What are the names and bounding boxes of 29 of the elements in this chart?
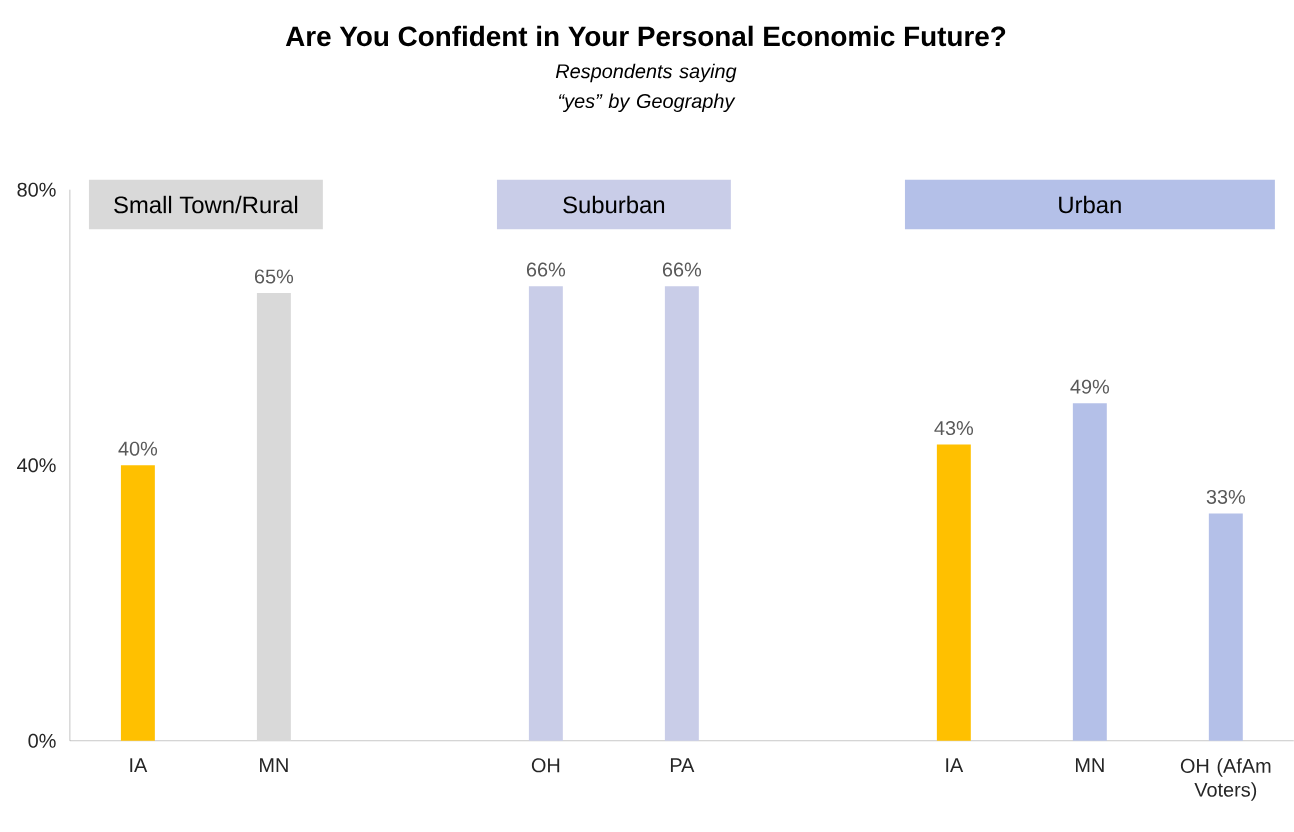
- data-label: 40%: [118, 441, 158, 456]
- x-tick-label: MN: [260, 758, 288, 773]
- bar: [936, 444, 971, 741]
- y-tick-label: 40%: [17, 458, 56, 473]
- bar: [528, 286, 563, 741]
- bar: [120, 465, 155, 741]
- chart-subtitle: Respondents saying “yes” by Geography: [555, 63, 737, 113]
- y-tick-label: 0%: [28, 733, 56, 749]
- bar: [664, 286, 699, 741]
- x-tick-label: IA: [130, 758, 148, 773]
- data-label: 65%: [254, 269, 294, 284]
- data-label: 43%: [934, 421, 974, 436]
- y-tick-label: 80%: [17, 182, 56, 197]
- annotation: Urban: [1059, 195, 1121, 214]
- data-label: 33%: [1206, 490, 1246, 505]
- data-label: 66%: [526, 262, 566, 277]
- annotation: Suburban: [563, 195, 665, 214]
- bar: [1208, 513, 1243, 741]
- x-tick-label: OH (AfAm Voters): [1180, 758, 1271, 801]
- x-tick-label: OH: [531, 758, 560, 773]
- x-tick-label: PA: [670, 758, 695, 773]
- bar: [1072, 403, 1107, 741]
- chart-title: Are You Confident in Your Personal Economic Future?: [285, 25, 1006, 47]
- x-tick-label: IA: [946, 758, 964, 773]
- data-label: 49%: [1070, 379, 1110, 394]
- annotation: Small Town/Rural: [114, 195, 298, 214]
- x-tick-label: MN: [1076, 758, 1104, 773]
- data-label: 66%: [662, 262, 702, 277]
- bar: [256, 293, 291, 741]
